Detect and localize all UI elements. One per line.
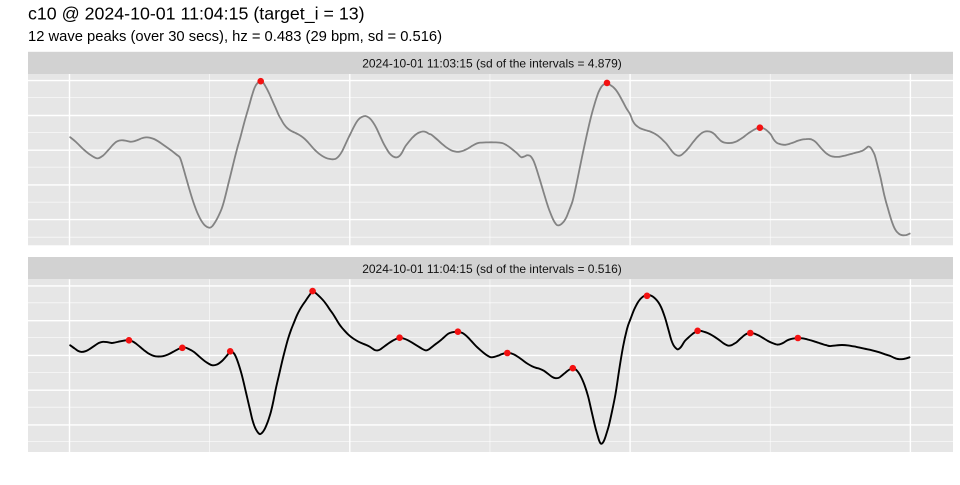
svg-text:2024-10-01 11:03:15 (sd of the: 2024-10-01 11:03:15 (sd of the intervals… [362, 57, 622, 71]
svg-text:c10 @ 2024-10-01 11:04:15 (tar: c10 @ 2024-10-01 11:04:15 (target_i = 13… [28, 3, 365, 24]
svg-text:12 wave peaks (over 30 secs),: 12 wave peaks (over 30 secs), hz = 0.483… [28, 29, 442, 45]
svg-text:2024-10-01 11:04:15 (sd of the: 2024-10-01 11:04:15 (sd of the intervals… [362, 262, 622, 276]
